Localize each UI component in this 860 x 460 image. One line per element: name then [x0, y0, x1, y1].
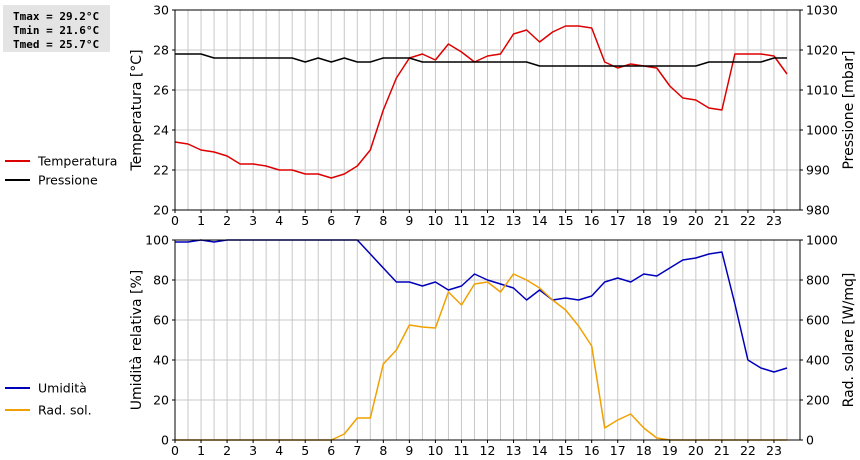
x-tick-label: 8	[379, 443, 387, 458]
x-tick-label: 14	[532, 443, 548, 458]
x-tick-label: 13	[506, 443, 522, 458]
x-tick-label: 6	[327, 443, 335, 458]
y-axis-title-right: Rad. solare [W/mq]	[841, 273, 857, 408]
x-tick-label: 10	[427, 213, 443, 228]
x-tick-label: 7	[353, 213, 361, 228]
y-tick-label-left: 20	[153, 203, 169, 218]
y-tick-label-left: 28	[153, 43, 169, 58]
x-tick-label: 16	[584, 443, 600, 458]
y-axis-title-left: Umidità relativa [%]	[129, 270, 145, 411]
tmed-stat: Tmed = 25.7°C	[13, 38, 100, 51]
x-tick-label: 6	[327, 213, 335, 228]
y-axis-title-right: Pressione [mbar]	[841, 50, 857, 169]
x-tick-label: 0	[171, 443, 179, 458]
y-tick-label-right: 800	[806, 273, 830, 288]
y-tick-label-right: 1010	[806, 83, 838, 98]
x-tick-label: 12	[480, 443, 496, 458]
x-tick-label: 4	[275, 443, 283, 458]
x-tick-label: 18	[636, 443, 652, 458]
x-tick-label: 3	[249, 443, 257, 458]
series-line-temperatura	[174, 25, 788, 179]
x-tick-label: 9	[405, 213, 413, 228]
x-tick-label: 4	[275, 213, 283, 228]
y-tick-label-left: 24	[153, 123, 169, 138]
y-tick-label-left: 80	[153, 273, 169, 288]
x-tick-label: 19	[662, 213, 678, 228]
legend-label-rad-sol: Rad. sol.	[38, 403, 92, 418]
y-tick-label-left: 0	[161, 433, 169, 448]
x-tick-label: 1	[197, 213, 205, 228]
x-tick-label: 7	[353, 443, 361, 458]
x-tick-label: 12	[480, 213, 496, 228]
x-tick-label: 19	[662, 443, 678, 458]
x-tick-label: 2	[223, 443, 231, 458]
legend-label-umidita: Umidità	[38, 381, 87, 396]
x-tick-label: 15	[558, 443, 574, 458]
x-tick-label: 18	[636, 213, 652, 228]
x-tick-label: 16	[584, 213, 600, 228]
y-tick-label-left: 26	[153, 83, 169, 98]
x-tick-label: 2	[223, 213, 231, 228]
x-tick-label: 1	[197, 443, 205, 458]
x-tick-label: 20	[688, 213, 704, 228]
y-tick-label-right: 200	[806, 393, 830, 408]
x-tick-label: 0	[171, 213, 179, 228]
x-tick-label: 9	[405, 443, 413, 458]
legend-label-temperatura: Temperatura	[37, 154, 117, 169]
y-tick-label-left: 30	[153, 3, 169, 18]
y-tick-label-right: 1030	[806, 3, 838, 18]
y-tick-label-right: 980	[806, 203, 830, 218]
x-tick-label: 17	[610, 443, 626, 458]
x-tick-label: 5	[301, 443, 309, 458]
y-tick-label-right: 600	[806, 313, 830, 328]
y-tick-label-left: 40	[153, 353, 169, 368]
humidity-radiation-chart: 0 1 2 3 4 5 6 7 8 9 10 11 12 13 14 15 16 17 18 19 20 21 22 2302…	[5, 233, 857, 458]
x-tick-label: 23	[766, 213, 782, 228]
x-tick-label: 11	[454, 443, 470, 458]
temperature-pressure-chart: 0 1 2 3 4 5 6 7 8 9 10 11 12 13 14 15 16 17 18 19 20 21 22 2320…	[5, 3, 857, 228]
x-tick-label: 15	[558, 213, 574, 228]
x-tick-label: 21	[714, 213, 730, 228]
tmax-stat: Tmax = 29.2°C	[13, 10, 100, 23]
y-tick-label-left: 60	[153, 313, 169, 328]
x-tick-label: 14	[532, 213, 548, 228]
y-tick-label-right: 1020	[806, 43, 838, 58]
y-tick-label-left: 22	[153, 163, 169, 178]
series-line-rad-sol	[175, 273, 787, 441]
stats-box: Tmax = 29.2°C Tmin = 21.6°C Tmed = 25.7°…	[3, 5, 110, 52]
x-tick-label: 17	[610, 213, 626, 228]
y-tick-label-right: 990	[806, 163, 830, 178]
x-tick-label: 13	[506, 213, 522, 228]
x-tick-label: 11	[454, 213, 470, 228]
x-tick-label: 3	[249, 213, 257, 228]
x-tick-label: 23	[766, 443, 782, 458]
y-tick-label-left: 20	[153, 393, 169, 408]
x-tick-label: 20	[688, 443, 704, 458]
series-line-pressione	[175, 53, 787, 67]
x-tick-label: 22	[740, 443, 756, 458]
y-tick-label-right: 1000	[806, 123, 838, 138]
y-tick-label-right: 1000	[806, 233, 838, 248]
x-tick-label: 8	[379, 213, 387, 228]
x-tick-label: 22	[740, 213, 756, 228]
y-axis-title-left: Temperatura [°C]	[129, 49, 145, 171]
tmin-stat: Tmin = 21.6°C	[13, 24, 100, 37]
y-tick-label-left: 100	[145, 233, 169, 248]
x-tick-label: 10	[427, 443, 443, 458]
series-line-umidita	[175, 239, 788, 373]
legend-label-pressione: Pressione	[38, 173, 98, 188]
x-tick-label: 5	[301, 213, 309, 228]
y-tick-label-right: 0	[806, 433, 814, 448]
y-tick-label-right: 400	[806, 353, 830, 368]
x-tick-label: 21	[714, 443, 730, 458]
